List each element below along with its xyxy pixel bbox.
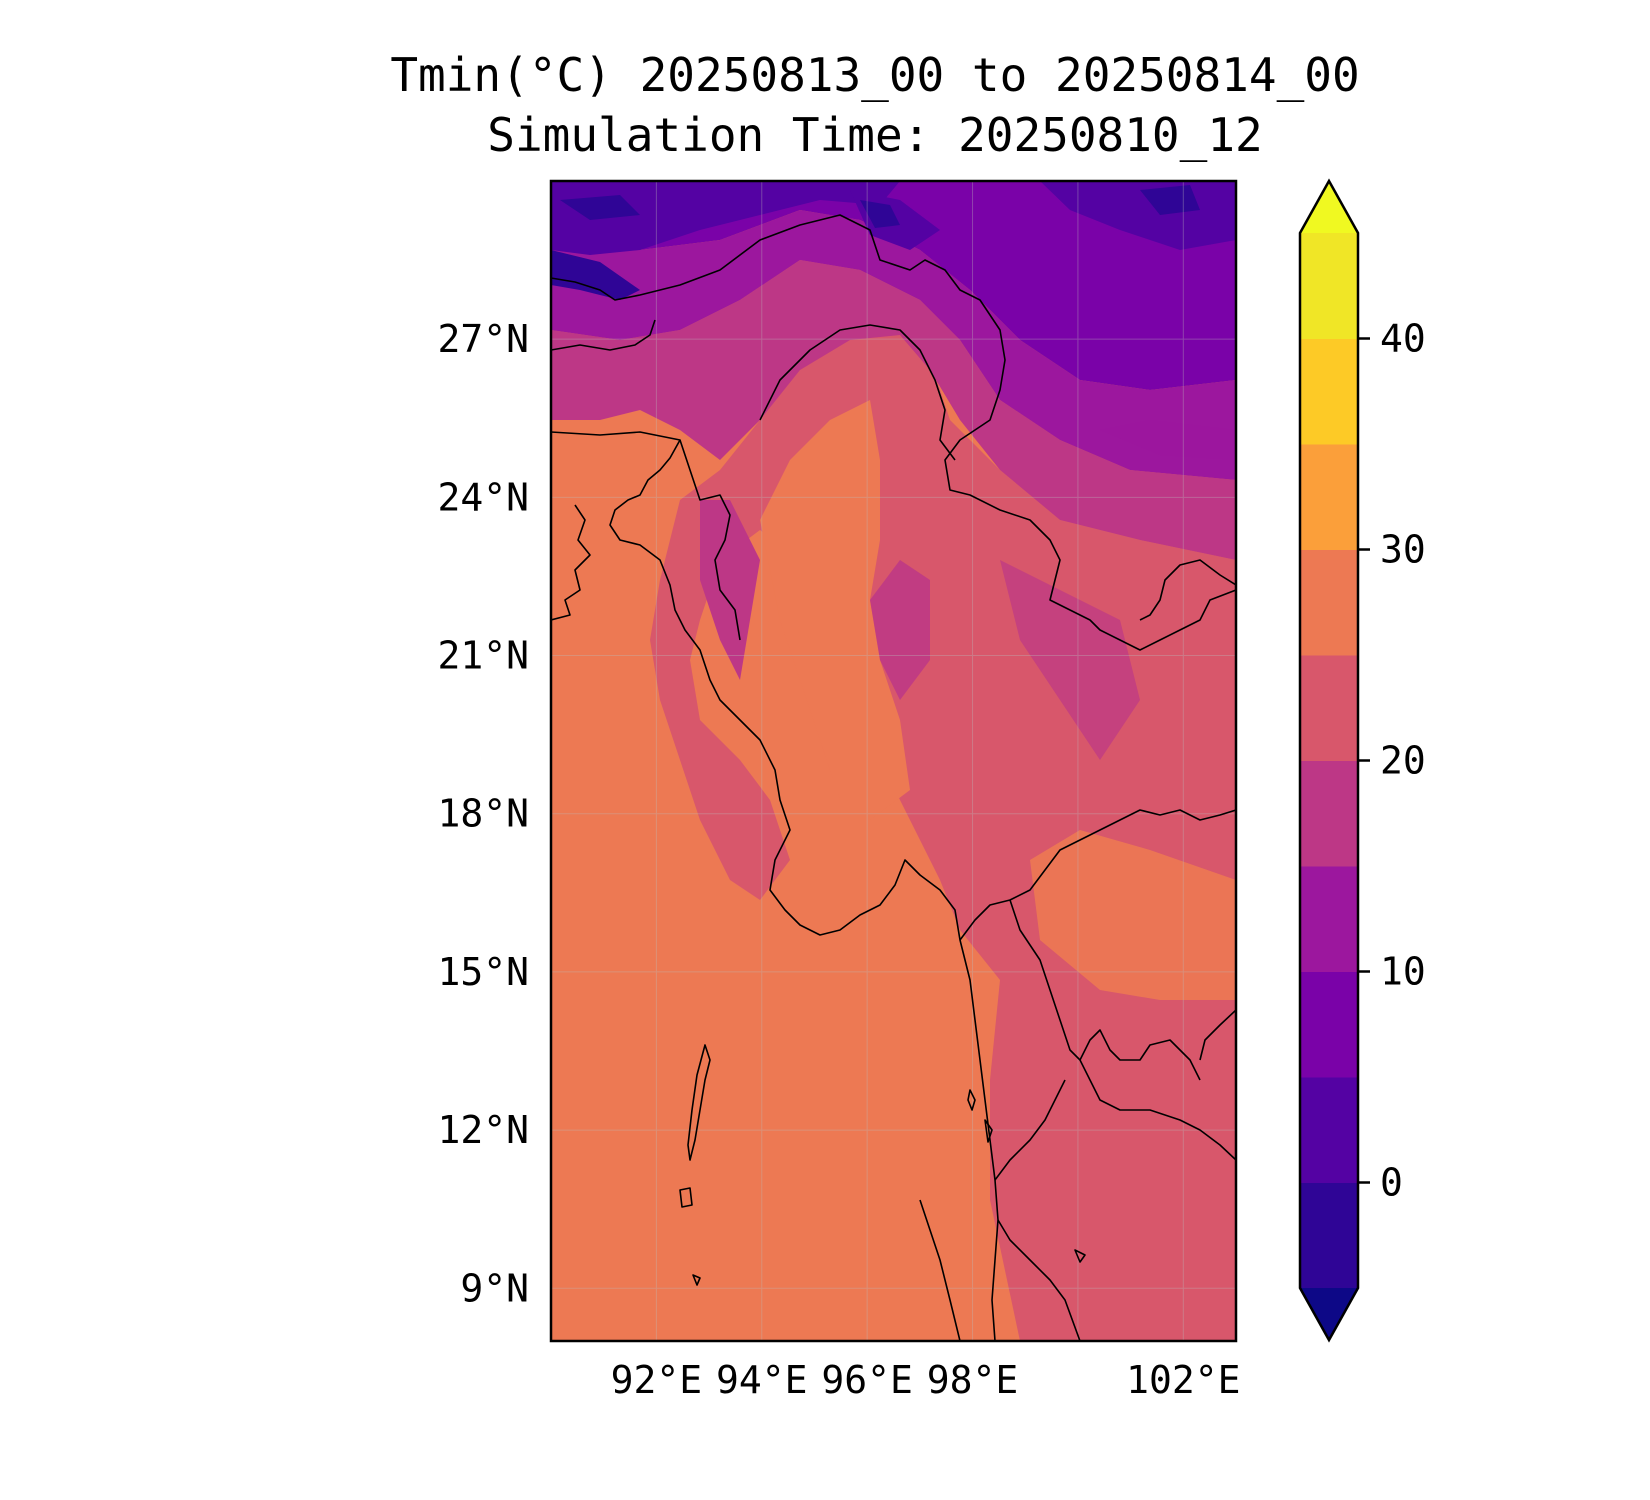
lon-tick-label: 92°E bbox=[611, 1358, 703, 1402]
lon-tick-label: 98°E bbox=[927, 1358, 1019, 1402]
colorbar-segment bbox=[1300, 971, 1358, 1078]
lon-tick-label: 102°E bbox=[1126, 1358, 1240, 1402]
colorbar-segment bbox=[1300, 1077, 1358, 1183]
lat-tick-label: 24°N bbox=[437, 475, 529, 519]
colorbar-tick-label: 0 bbox=[1380, 1161, 1403, 1205]
colorbar-tick-label: 20 bbox=[1380, 739, 1426, 783]
coastline bbox=[551, 214, 1236, 1341]
colorbar-segment bbox=[1300, 444, 1358, 550]
lat-tick-label: 9°N bbox=[460, 1266, 529, 1310]
colorbar-segment bbox=[1300, 1182, 1358, 1289]
colorbar-outline bbox=[1298, 178, 1360, 1343]
lon-tick-label: 96°E bbox=[821, 1358, 913, 1402]
colorbar-extend-max bbox=[1300, 181, 1358, 233]
lat-tick-label: 21°N bbox=[437, 634, 529, 678]
colorbar-segment bbox=[1300, 338, 1358, 445]
lat-tick-label: 18°N bbox=[437, 792, 529, 836]
longitude-labels: 92°E 94°E 96°E 98°E 102°E bbox=[611, 1358, 1241, 1402]
colorbar: 40 30 20 10 0 bbox=[1298, 178, 1426, 1343]
temperature-field bbox=[551, 181, 1236, 1341]
lat-tick-label: 15°N bbox=[437, 950, 529, 994]
lon-tick-label: 94°E bbox=[716, 1358, 808, 1402]
colorbar-segment bbox=[1300, 233, 1358, 339]
lat-tick-label: 27°N bbox=[437, 317, 529, 361]
colorbar-tick-label: 40 bbox=[1380, 317, 1426, 361]
figure-title: Tmin(°C) 20250813_00 to 20250814_00 bbox=[390, 48, 1360, 102]
colorbar-segment bbox=[1300, 866, 1358, 972]
colorbar-tick-label: 10 bbox=[1380, 950, 1426, 994]
lat-tick-label: 12°N bbox=[437, 1108, 529, 1152]
figure-subtitle: Simulation Time: 20250810_12 bbox=[487, 108, 1263, 162]
map-frame bbox=[549, 179, 1238, 1343]
colorbar-tick-label: 30 bbox=[1380, 528, 1426, 572]
gridlines bbox=[551, 181, 1236, 1341]
colorbar-segment bbox=[1300, 655, 1358, 761]
colorbar-segment bbox=[1300, 549, 1358, 656]
colorbar-extend-min bbox=[1300, 1288, 1358, 1340]
latitude-labels: 27°N 24°N 21°N 18°N 15°N 12°N 9°N bbox=[437, 317, 529, 1310]
colorbar-segment bbox=[1300, 760, 1358, 867]
